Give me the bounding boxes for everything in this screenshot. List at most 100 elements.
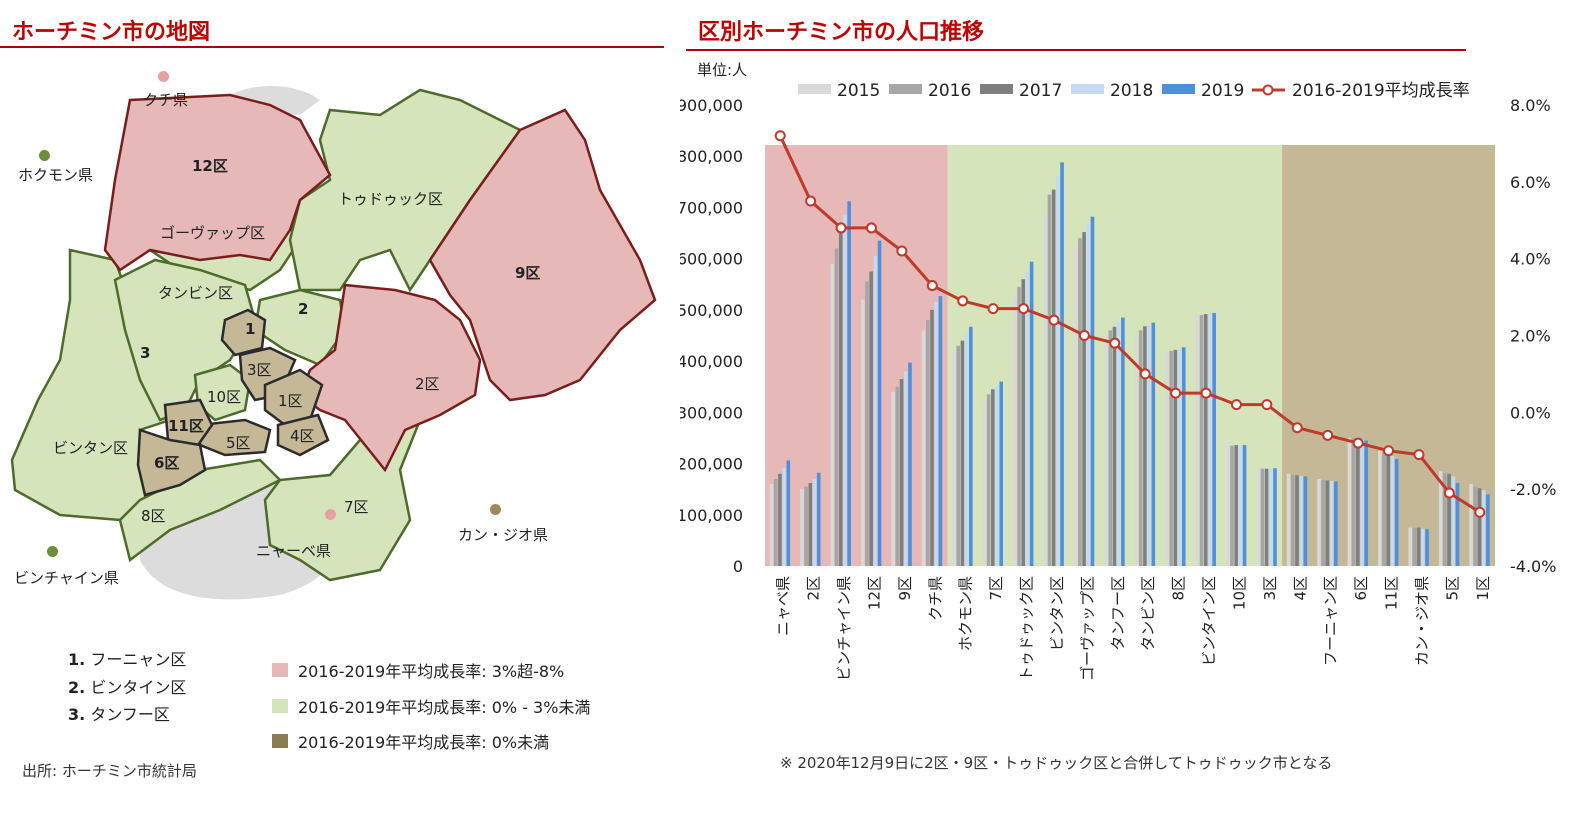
bar-2015-14 [1195, 315, 1200, 566]
bar-2018-11 [1116, 322, 1121, 566]
bar-2018-2 [843, 215, 847, 566]
bar-2016-6 [956, 345, 961, 566]
bar-2015-16 [1256, 468, 1260, 566]
bar-2019-23 [1486, 494, 1490, 566]
legend-swatch-2015 [798, 84, 831, 94]
bar-2017-14 [1203, 313, 1208, 566]
x-tick-label: 1区 [1474, 576, 1492, 601]
map-title: ホーチミン市の地図 [12, 20, 211, 45]
bar-2019-16 [1273, 468, 1277, 566]
chart-footnote: ※ 2020年12月9日に2区・9区・トゥドゥック区と合併してトゥドゥック市とな… [780, 754, 1333, 772]
bar-2017-4 [899, 379, 904, 566]
bar-2019-22 [1455, 483, 1460, 566]
y-tick-label: 400,000 [680, 352, 743, 371]
bar-2017-7 [991, 389, 995, 566]
growth-point-13 [1170, 387, 1182, 399]
bar-2018-13 [1177, 348, 1182, 566]
y-tick-label: 600,000 [680, 250, 743, 269]
bar-2017-10 [1082, 232, 1086, 566]
province-dot-hocmon [39, 150, 50, 161]
bar-2017-18 [1325, 480, 1330, 566]
label-d9: 9区 [515, 264, 541, 282]
bar-2015-1 [800, 489, 804, 566]
legend-label-2017: 2017 [1019, 81, 1062, 101]
bar-2019-2 [847, 201, 851, 566]
note-2: 2. ビンタイン区 [68, 678, 187, 697]
y2-tick-label: 0.0% [1510, 403, 1551, 422]
x-tick-label: 2区 [805, 576, 823, 601]
district-d4 [276, 413, 330, 457]
district-d11 [163, 398, 214, 447]
bar-2019-17 [1303, 476, 1308, 566]
growth-point-4 [896, 245, 908, 257]
growth-point-17 [1291, 422, 1303, 434]
bar-2016-17 [1290, 474, 1295, 566]
map-title-rule [0, 46, 664, 48]
legend-label-2019: 2019 [1201, 81, 1244, 101]
bar-2017-1 [808, 483, 813, 566]
label-num1: 1 [245, 320, 256, 338]
bar-2017-16 [1264, 468, 1269, 566]
bar-2015-12 [1134, 335, 1139, 566]
bar-2019-21 [1425, 529, 1429, 566]
bar-2015-4 [891, 391, 895, 566]
bar-2019-19 [1364, 440, 1369, 566]
bar-2017-15 [1234, 445, 1238, 566]
label-d12: 12区 [192, 157, 228, 175]
growth-point-10 [1078, 330, 1090, 341]
growth-point-11 [1109, 337, 1121, 349]
bar-2019-6 [969, 326, 973, 566]
y-axis-unit: 単位:人 [697, 61, 748, 79]
label-d10: 10区 [207, 388, 242, 406]
x-tick-label: 10区 [1230, 576, 1248, 610]
legend-swatch-pink [272, 663, 288, 677]
legend-label-2015: 2015 [837, 81, 880, 101]
province-dot-cangio [490, 504, 501, 515]
bar-2017-2 [838, 233, 843, 567]
growth-point-3 [865, 222, 877, 234]
legend-line-marker [1262, 84, 1274, 96]
province-cuchi: クチ県 [143, 91, 189, 109]
bar-2015-10 [1073, 243, 1078, 567]
province-dot-nhabe [325, 509, 336, 520]
bar-2016-2 [834, 248, 839, 566]
bar-2019-18 [1334, 481, 1338, 566]
bar-2016-21 [1412, 527, 1417, 566]
chart-title-rule [686, 49, 1466, 51]
y2-tick-label: 2.0% [1510, 327, 1551, 346]
growth-point-15 [1230, 399, 1242, 411]
legend-swatch-brown [272, 734, 288, 748]
bar-2016-15 [1230, 445, 1234, 566]
y-tick-label: 500,000 [680, 301, 743, 320]
growth-point-0 [774, 130, 786, 142]
bar-2017-22 [1447, 473, 1451, 566]
bar-2019-7 [999, 381, 1004, 566]
chart-title: 区別ホーチミン市の人口推移 [698, 20, 985, 45]
x-tick-label: 5区 [1443, 576, 1461, 601]
growth-point-18 [1322, 429, 1334, 441]
bar-2016-11 [1108, 330, 1113, 566]
y-tick-label: 100,000 [680, 506, 743, 525]
label-d8: 8区 [141, 507, 166, 525]
bar-2019-9 [1060, 162, 1064, 566]
bar-2016-7 [986, 394, 991, 566]
map-legend-item-mid: 2016-2019年平均成長率: 0% - 3%未満 [272, 694, 590, 718]
label-d5: 5区 [226, 434, 251, 452]
district-d12 [103, 93, 332, 272]
bar-2018-6 [964, 332, 969, 566]
bar-2018-0 [782, 467, 786, 566]
bar-2017-11 [1112, 326, 1117, 566]
bar-2018-20 [1390, 455, 1395, 566]
bar-2017-13 [1173, 349, 1178, 566]
label-d6: 6区 [154, 454, 180, 472]
x-tick-label: トゥドゥック区 [1018, 576, 1036, 681]
label-num2: 2 [298, 300, 309, 318]
bar-2016-1 [804, 486, 808, 566]
bar-2019-11 [1121, 317, 1125, 566]
growth-point-1 [805, 195, 817, 207]
bar-2017-19 [1356, 438, 1360, 566]
district-d8 [118, 458, 283, 563]
label-d2: 2区 [415, 375, 440, 393]
province-dot-cuchi [158, 71, 169, 82]
bar-2015-2 [830, 263, 835, 566]
